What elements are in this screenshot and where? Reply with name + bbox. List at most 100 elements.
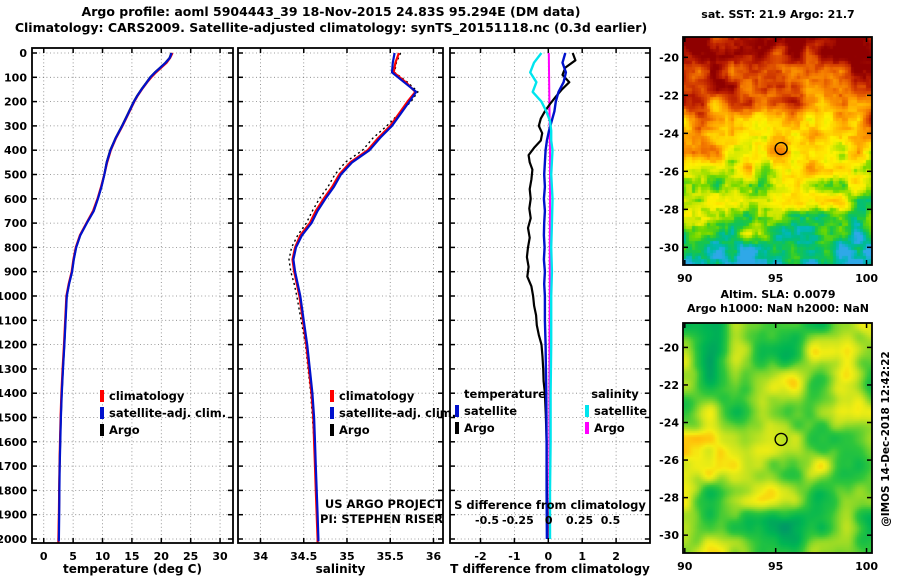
s-tick-label: 0 bbox=[545, 514, 553, 527]
lon-tick-label: 90 bbox=[677, 560, 693, 573]
argo-color-swatch bbox=[455, 422, 459, 434]
page-subtitle: Climatology: CARS2009. Satellite-adjuste… bbox=[14, 20, 648, 35]
depth-tick-label: 700 bbox=[4, 217, 27, 230]
lat-tick-label: -26 bbox=[659, 454, 679, 467]
s-tick-label: -0.5 bbox=[475, 514, 499, 527]
lat-tick-label: -24 bbox=[659, 417, 679, 430]
depth-tick-label: 500 bbox=[4, 169, 27, 182]
legend-item-argo: Argo bbox=[455, 420, 555, 437]
sla-map-title: Altim. SLA: 0.0079 bbox=[720, 288, 836, 301]
legend-label: Argo bbox=[109, 423, 140, 437]
series-argo bbox=[288, 52, 419, 540]
project-note-line2: PI: STEPHEN RISER bbox=[320, 512, 443, 526]
lat-tick-label: -30 bbox=[659, 241, 679, 254]
salinity-panel: 34 34.5 35 35.5 36 bbox=[237, 47, 444, 563]
satellite-adj-color-swatch bbox=[100, 407, 104, 419]
depth-tick-label: 1800 bbox=[0, 484, 27, 497]
lat-tick-label: -22 bbox=[659, 379, 679, 392]
lon-tick-label: 95 bbox=[768, 272, 783, 285]
depth-tick-label: 1400 bbox=[0, 387, 27, 400]
legend-label: climatology bbox=[339, 389, 415, 403]
lat-tick-label: -22 bbox=[659, 89, 679, 102]
lon-tick-label: 90 bbox=[677, 272, 693, 285]
depth-tick-label: 800 bbox=[4, 241, 27, 254]
depth-tick-label: 1700 bbox=[0, 460, 27, 473]
series-argo bbox=[57, 52, 173, 540]
lat-tick-label: -26 bbox=[659, 165, 679, 178]
difference-panel: -2 -1 0 1 2-0.5 -0.25 0 0.25 0.5 bbox=[449, 47, 651, 563]
depth-tick-label: 400 bbox=[4, 144, 27, 157]
series-climatology bbox=[291, 52, 417, 543]
sst-map-title: sat. SST: 21.9 Argo: 21.7 bbox=[701, 8, 855, 21]
depth-tick-label: 1500 bbox=[0, 412, 27, 425]
t-difference-axis-label: T difference from climatology bbox=[450, 562, 650, 576]
depth-tick-label: 1200 bbox=[0, 339, 27, 352]
lat-tick-label: -24 bbox=[659, 127, 679, 140]
legend-label: satellite bbox=[594, 404, 648, 418]
sla-map-image bbox=[683, 323, 872, 553]
difference-temperature-legend: temperature satellite Argo bbox=[455, 386, 555, 437]
legend-group-title: salinity bbox=[591, 387, 639, 401]
lat-tick-label: -28 bbox=[659, 203, 679, 216]
s-tick-label: -0.25 bbox=[502, 514, 534, 527]
lat-tick-label: -28 bbox=[659, 492, 679, 505]
depth-tick-label: 1000 bbox=[0, 290, 27, 303]
salinity-series bbox=[288, 52, 419, 543]
satellite-color-swatch bbox=[455, 405, 459, 417]
lon-tick-label: 100 bbox=[855, 560, 878, 573]
argo-color-swatch bbox=[585, 422, 589, 434]
depth-tick-label: 1300 bbox=[0, 363, 27, 376]
climatology-color-swatch bbox=[330, 390, 334, 402]
temperature-axis-label: temperature (deg C) bbox=[63, 562, 202, 576]
series-satellite-adj-clim- bbox=[292, 52, 418, 542]
s-difference-axis-label: S difference from climatology bbox=[454, 498, 646, 512]
lon-tick-label: 100 bbox=[855, 272, 878, 285]
sla-map-subtitle: Argo h1000: NaN h2000: NaN bbox=[686, 302, 870, 315]
legend-label: Argo bbox=[339, 423, 370, 437]
legend-item-satellite-adj: satellite-adj. clim. bbox=[100, 405, 226, 422]
legend-label: climatology bbox=[109, 389, 185, 403]
depth-tick-label: 0 bbox=[19, 47, 27, 60]
series-satellite-adj-clim- bbox=[57, 52, 173, 542]
legend-item-argo: Argo bbox=[330, 422, 456, 439]
lat-tick-label: -20 bbox=[659, 341, 679, 354]
project-note-line1: US ARGO PROJECT bbox=[324, 497, 443, 511]
s-tick-label: 0.25 bbox=[566, 514, 593, 527]
depth-tick-label: 200 bbox=[4, 96, 27, 109]
temperature-legend: climatology satellite-adj. clim. Argo bbox=[100, 388, 226, 439]
legend-item-satellite-adj: satellite-adj. clim. bbox=[330, 405, 456, 422]
page-title: Argo profile: aoml 5904443_39 18-Nov-201… bbox=[81, 4, 581, 19]
lon-tick-label: 95 bbox=[768, 560, 783, 573]
legend-item-climatology: climatology bbox=[100, 388, 226, 405]
series-satellite-temperature-diff bbox=[542, 52, 568, 540]
depth-tick-label: 1900 bbox=[0, 509, 27, 522]
legend-item-argo: Argo bbox=[575, 420, 655, 437]
temperature-panel: 0 5 10 15 20 25 300100200300400500600700800900… bbox=[0, 47, 234, 563]
depth-tick-label: 1600 bbox=[0, 436, 27, 449]
depth-tick-label: 1100 bbox=[0, 314, 27, 327]
imos-watermark: @IMOS 14-Dec-2018 12:42:22 bbox=[880, 351, 892, 527]
salinity-legend: climatology satellite-adj. clim. Argo bbox=[330, 388, 456, 439]
depth-tick-label: 300 bbox=[4, 120, 27, 133]
series-argo-salinity-diff bbox=[547, 52, 551, 539]
depth-tick-label: 600 bbox=[4, 193, 27, 206]
satellite-adj-color-swatch bbox=[330, 407, 334, 419]
legend-item-argo: Argo bbox=[100, 422, 226, 439]
climatology-color-swatch bbox=[100, 390, 104, 402]
satellite-color-swatch bbox=[585, 405, 589, 417]
legend-group-title: temperature bbox=[464, 387, 546, 401]
legend-label: Argo bbox=[464, 421, 495, 435]
legend-label: satellite-adj. clim. bbox=[109, 406, 227, 420]
argo-color-swatch bbox=[100, 424, 104, 436]
temperature-series bbox=[57, 52, 174, 543]
difference-series bbox=[525, 52, 577, 540]
legend-item-climatology: climatology bbox=[330, 388, 456, 405]
depth-tick-label: 100 bbox=[4, 71, 27, 84]
argo-color-swatch bbox=[330, 424, 334, 436]
lat-tick-label: -20 bbox=[659, 51, 679, 64]
difference-salinity-legend: salinity satellite Argo bbox=[575, 386, 655, 437]
depth-tick-label: 2000 bbox=[0, 533, 27, 546]
series-climatology bbox=[57, 52, 174, 543]
series-argo-temperature-diff bbox=[525, 52, 577, 539]
